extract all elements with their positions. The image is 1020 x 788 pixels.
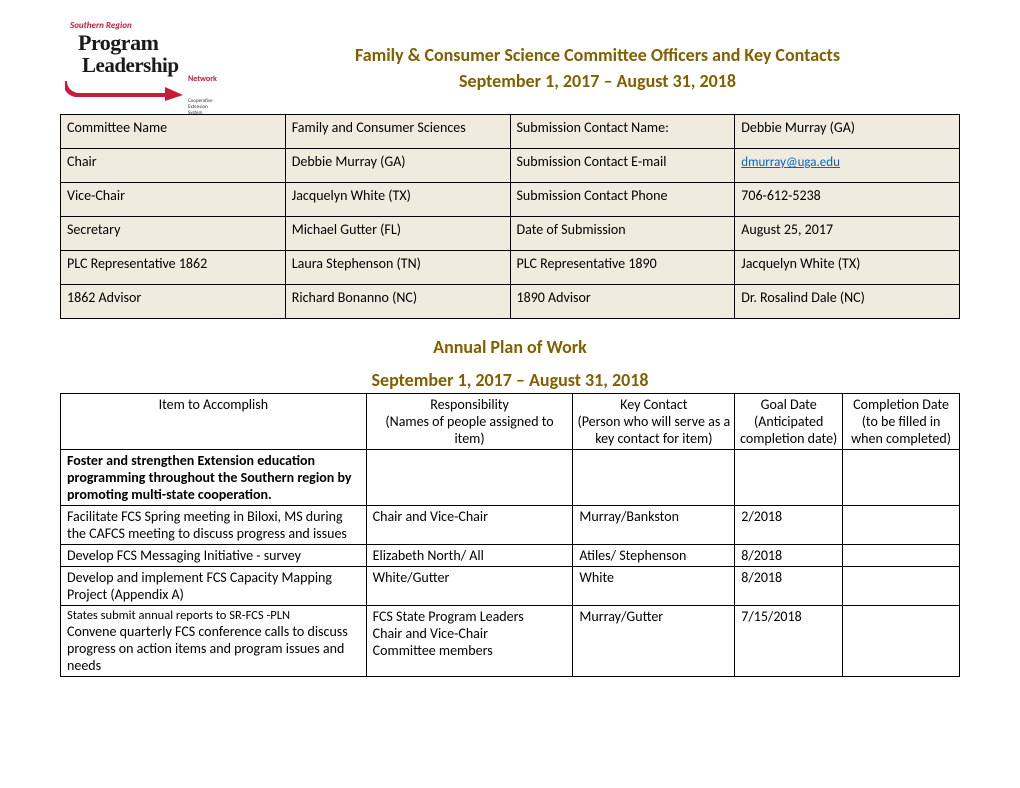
plan-cell-goal: 7/15/2018 bbox=[735, 606, 843, 677]
info-table-cell: Debbie Murray (GA) bbox=[735, 115, 960, 149]
plan-cell-resp bbox=[366, 450, 573, 506]
info-table-cell: Michael Gutter (FL) bbox=[285, 217, 510, 251]
info-table-cell: Date of Submission bbox=[510, 217, 735, 251]
plan-table-row: Develop FCS Messaging Initiative - surve… bbox=[61, 545, 960, 567]
plan-header-row: Item to Accomplish Responsibility(Names … bbox=[61, 394, 960, 450]
header-titles: Family & Consumer Science Committee Offi… bbox=[235, 28, 960, 93]
email-link[interactable]: dmurray@uga.edu bbox=[741, 155, 840, 170]
plan-cell-item: States submit annual reports to SR-FCS -… bbox=[61, 606, 367, 677]
plan-table-row: Develop and implement FCS Capacity Mappi… bbox=[61, 567, 960, 606]
logo-network: Network bbox=[188, 75, 217, 83]
plan-table-row: Facilitate FCS Spring meeting in Biloxi,… bbox=[61, 506, 960, 545]
plan-header-resp: Responsibility(Names of people assigned … bbox=[366, 394, 573, 450]
info-table-row: Committee NameFamily and Consumer Scienc… bbox=[61, 115, 960, 149]
info-table-cell: 706-612-5238 bbox=[735, 183, 960, 217]
header-section: Southern Region Program Leadership Netwo… bbox=[60, 20, 960, 102]
plan-cell-comp bbox=[843, 606, 960, 677]
info-table-cell: August 25, 2017 bbox=[735, 217, 960, 251]
page-title-1: Family & Consumer Science Committee Offi… bbox=[235, 43, 960, 68]
info-table-cell: Jacquelyn White (TX) bbox=[285, 183, 510, 217]
plan-cell-resp: White/Gutter bbox=[366, 567, 573, 606]
plan-cell-resp: FCS State Program LeadersChair and Vice-… bbox=[366, 606, 573, 677]
logo-arrow-icon bbox=[65, 79, 185, 101]
info-table-cell: Family and Consumer Sciences bbox=[285, 115, 510, 149]
info-table-cell: Laura Stephenson (TN) bbox=[285, 251, 510, 285]
info-table: Committee NameFamily and Consumer Scienc… bbox=[60, 114, 960, 319]
plan-table-row: Foster and strengthen Extension educatio… bbox=[61, 450, 960, 506]
plan-cell-item: Develop FCS Messaging Initiative - surve… bbox=[61, 545, 367, 567]
logo-ces: Cooperative Extension System bbox=[188, 98, 215, 116]
plan-cell-contact: Atiles/ Stephenson bbox=[573, 545, 735, 567]
info-table-cell: Submission Contact Name: bbox=[510, 115, 735, 149]
plan-cell-contact: White bbox=[573, 567, 735, 606]
info-table-cell: 1890 Advisor bbox=[510, 285, 735, 319]
info-table-cell: Submission Contact Phone bbox=[510, 183, 735, 217]
logo-leadership: Leadership bbox=[82, 53, 179, 78]
plan-cell-goal: 2/2018 bbox=[735, 506, 843, 545]
plan-cell-goal bbox=[735, 450, 843, 506]
info-table-cell: 1862 Advisor bbox=[61, 285, 286, 319]
plan-cell-comp bbox=[843, 506, 960, 545]
plan-table: Item to Accomplish Responsibility(Names … bbox=[60, 393, 960, 677]
info-table-cell: Debbie Murray (GA) bbox=[285, 149, 510, 183]
section-heading-2: September 1, 2017 – August 31, 2018 bbox=[60, 368, 960, 393]
plan-cell-item: Foster and strengthen Extension educatio… bbox=[61, 450, 367, 506]
info-table-cell: dmurray@uga.edu bbox=[735, 149, 960, 183]
plan-cell-comp bbox=[843, 567, 960, 606]
plan-cell-goal: 8/2018 bbox=[735, 567, 843, 606]
plan-cell-comp bbox=[843, 450, 960, 506]
info-table-cell: Jacquelyn White (TX) bbox=[735, 251, 960, 285]
plan-cell-resp: Elizabeth North/ All bbox=[366, 545, 573, 567]
info-table-cell: Committee Name bbox=[61, 115, 286, 149]
plan-cell-contact: Murray/Bankston bbox=[573, 506, 735, 545]
plan-table-row: States submit annual reports to SR-FCS -… bbox=[61, 606, 960, 677]
info-table-cell: PLC Representative 1890 bbox=[510, 251, 735, 285]
info-table-row: PLC Representative 1862Laura Stephenson … bbox=[61, 251, 960, 285]
plan-cell-resp: Chair and Vice-Chair bbox=[366, 506, 573, 545]
plan-header-contact: Key Contact(Person who will serve as a k… bbox=[573, 394, 735, 450]
info-table-row: Vice-ChairJacquelyn White (TX)Submission… bbox=[61, 183, 960, 217]
plan-cell-contact bbox=[573, 450, 735, 506]
plan-cell-contact: Murray/Gutter bbox=[573, 606, 735, 677]
info-table-row: ChairDebbie Murray (GA)Submission Contac… bbox=[61, 149, 960, 183]
plan-header-comp: Completion Date(to be filled in when com… bbox=[843, 394, 960, 450]
info-table-cell: Submission Contact E-mail bbox=[510, 149, 735, 183]
section-heading-1: Annual Plan of Work bbox=[60, 335, 960, 360]
info-table-cell: Richard Bonanno (NC) bbox=[285, 285, 510, 319]
plan-header-goal: Goal Date(Anticipated completion date) bbox=[735, 394, 843, 450]
plan-cell-comp bbox=[843, 545, 960, 567]
plan-cell-item: Facilitate FCS Spring meeting in Biloxi,… bbox=[61, 506, 367, 545]
info-table-cell: Secretary bbox=[61, 217, 286, 251]
info-table-cell: Vice-Chair bbox=[61, 183, 286, 217]
info-table-cell: PLC Representative 1862 bbox=[61, 251, 286, 285]
page-title-2: September 1, 2017 – August 31, 2018 bbox=[235, 69, 960, 94]
info-table-row: SecretaryMichael Gutter (FL)Date of Subm… bbox=[61, 217, 960, 251]
info-table-row: 1862 AdvisorRichard Bonanno (NC)1890 Adv… bbox=[61, 285, 960, 319]
info-table-cell: Dr. Rosalind Dale (NC) bbox=[735, 285, 960, 319]
plan-cell-goal: 8/2018 bbox=[735, 545, 843, 567]
info-table-cell: Chair bbox=[61, 149, 286, 183]
plan-cell-item: Develop and implement FCS Capacity Mappi… bbox=[61, 567, 367, 606]
plan-header-item: Item to Accomplish bbox=[61, 394, 367, 450]
logo: Southern Region Program Leadership Netwo… bbox=[60, 20, 215, 102]
